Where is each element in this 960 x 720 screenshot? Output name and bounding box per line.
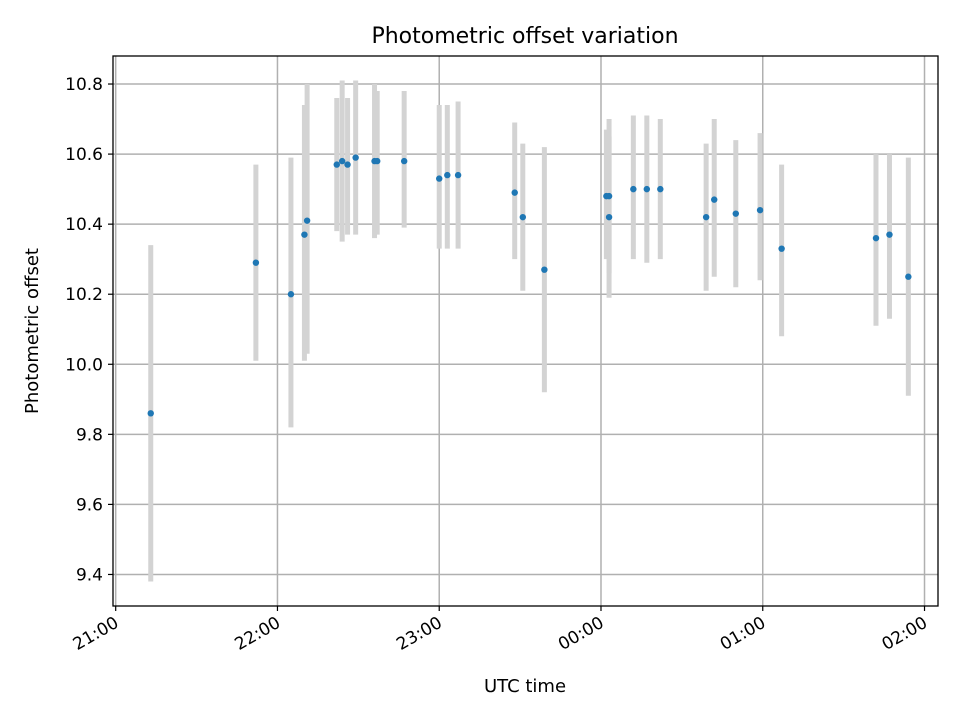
y-tick-label: 9.8 (76, 425, 103, 445)
y-tick-label: 9.6 (76, 495, 103, 515)
data-point (711, 196, 718, 203)
data-point (657, 185, 664, 193)
data-point (511, 189, 518, 196)
data-point (541, 266, 548, 273)
grid (113, 56, 938, 606)
data-point (444, 171, 451, 179)
data-point (344, 161, 351, 168)
y-tick-label: 10.0 (65, 355, 103, 375)
data-point (400, 157, 408, 165)
data-point (147, 410, 154, 417)
data-point (338, 157, 346, 165)
data-point (886, 231, 893, 238)
y-tick-label: 10.6 (65, 145, 103, 165)
data-point (702, 213, 710, 221)
y-tick-label: 10.4 (65, 215, 103, 235)
data-point (905, 273, 912, 280)
plot-frame (112, 55, 939, 607)
data-point (436, 175, 443, 182)
data-point (352, 154, 359, 161)
y-axis-ticks: 9.4 9.6 9.8 10.0 10.2 10.4 10.6 10.8 (65, 75, 113, 585)
data-point (301, 231, 308, 238)
data-point (872, 234, 880, 242)
data-point (519, 213, 527, 221)
data-point (605, 192, 613, 200)
y-tick-label: 9.4 (76, 565, 103, 585)
data-points (147, 154, 912, 417)
data-point (756, 206, 764, 214)
data-point (287, 291, 295, 298)
chart-title: Photometric offset variation (371, 24, 678, 49)
data-point (778, 245, 785, 252)
data-point (252, 259, 260, 266)
data-point (374, 157, 381, 165)
y-tick-label: 10.2 (65, 285, 103, 305)
data-point (732, 210, 739, 217)
data-point (454, 171, 462, 179)
y-tick-label: 10.8 (65, 75, 103, 95)
y-axis-label: Photometric offset (22, 248, 43, 414)
data-point (333, 161, 340, 168)
data-point (630, 185, 637, 193)
data-point (643, 185, 651, 193)
data-point (303, 217, 311, 224)
x-axis-label: UTC time (484, 676, 566, 697)
data-point (605, 213, 613, 221)
